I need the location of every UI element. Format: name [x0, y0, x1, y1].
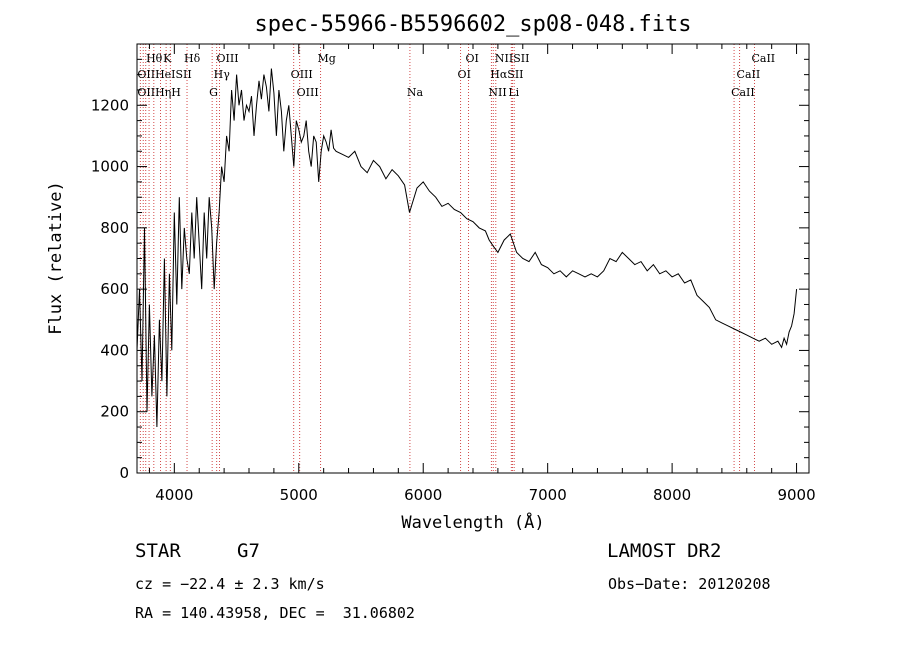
- line-markers: [139, 44, 755, 473]
- line-label: OIIHηH: [137, 86, 180, 99]
- object-subclass: G7: [237, 540, 260, 562]
- y-tick-label: 0: [119, 464, 129, 482]
- x-tick-label: 7000: [529, 486, 567, 504]
- x-axis-label: Wavelength (Å): [401, 511, 544, 533]
- x-tick-label: 9000: [777, 486, 815, 504]
- line-label: OIII: [291, 68, 313, 81]
- line-label: Mg: [318, 52, 336, 65]
- line-label: OIIHeISII: [137, 68, 191, 81]
- line-label: NII: [488, 86, 506, 99]
- y-axis: 0 200 400 600 800 1000 1200: [91, 58, 809, 482]
- spectrum-line: [136, 68, 798, 428]
- plot-frame: [136, 43, 810, 474]
- line-label: HαSII: [490, 68, 523, 81]
- x-tick-label: 4000: [155, 486, 193, 504]
- line-label: G: [209, 86, 218, 99]
- y-axis-label: Flux (relative): [46, 181, 66, 335]
- x-tick-label: 5000: [280, 486, 318, 504]
- line-label: Hγ: [214, 68, 231, 81]
- y-tick-label: 800: [100, 219, 129, 237]
- line-label: Li: [508, 86, 519, 99]
- x-tick-label: 6000: [404, 486, 442, 504]
- redshift-cz: cz = −22.4 ± 2.3 km/s: [135, 575, 325, 593]
- line-label: OIII: [297, 86, 319, 99]
- y-tick-label: 600: [100, 280, 129, 298]
- y-tick-label: 400: [100, 341, 129, 359]
- survey-name: LAMOST DR2: [607, 540, 722, 562]
- x-axis: 4000 5000 6000 7000 8000 9000: [148, 44, 816, 504]
- line-labels: Hθ K Hδ OIII Mg OI NIISII CaII OIIHeISII Hγ OIII OI…: [137, 52, 775, 99]
- y-tick-label: 200: [100, 403, 129, 421]
- line-label: OIII: [217, 52, 239, 65]
- line-label: CaII: [737, 68, 761, 81]
- y-tick-label: 1200: [91, 96, 129, 114]
- object-class: STAR: [135, 540, 181, 562]
- line-label: Na: [407, 86, 424, 99]
- line-label: K: [163, 52, 172, 65]
- obs-date: Obs−Date: 20120208: [608, 575, 771, 593]
- line-label: OI: [458, 68, 471, 81]
- y-tick-label: 1000: [91, 158, 129, 176]
- line-label: Hθ: [146, 52, 163, 65]
- ra-dec: RA = 140.43958, DEC = 31.06802: [135, 604, 415, 622]
- line-label: Hδ: [184, 52, 201, 65]
- line-label: OI: [466, 52, 479, 65]
- chart-title: spec-55966-B5596602_sp08-048.fits: [254, 12, 691, 37]
- x-tick-label: 8000: [653, 486, 691, 504]
- line-label: NIISII: [495, 52, 530, 65]
- line-label: CaII: [731, 86, 755, 99]
- line-label: CaII: [751, 52, 775, 65]
